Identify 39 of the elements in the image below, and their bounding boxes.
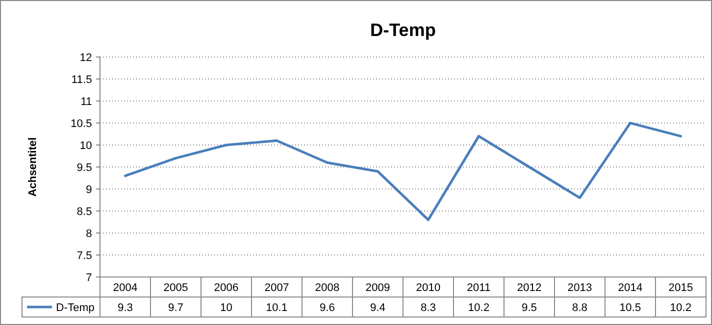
y-tick-label: 11 [80, 96, 92, 108]
y-tick-label: 9.5 [76, 162, 92, 174]
y-axis-title: Achsentitel [27, 137, 39, 197]
data-label: 9.3 [118, 302, 133, 314]
x-tick-label: 2007 [264, 282, 289, 294]
y-tick-label: 7.5 [76, 250, 92, 262]
y-tick-label: 10 [80, 140, 92, 152]
x-tick-label: 2010 [416, 282, 440, 294]
y-tick-label: 9 [86, 184, 92, 196]
data-label: 10.1 [266, 302, 288, 314]
y-tick-label: 7 [86, 272, 92, 284]
x-tick-label: 2012 [517, 282, 542, 294]
y-tick-label: 8 [86, 228, 92, 240]
x-tick-label: 2004 [113, 282, 138, 294]
data-label: 8.8 [572, 302, 588, 314]
line-series [124, 122, 682, 222]
x-tick-label: 2009 [366, 282, 390, 294]
x-tick-label: 2015 [668, 282, 693, 294]
data-label: 10 [220, 302, 232, 314]
x-tick-label: 2014 [618, 282, 642, 294]
y-tick-label: 8.5 [76, 206, 92, 218]
data-label: 9.7 [168, 302, 184, 314]
x-tick-label: 2005 [164, 282, 188, 294]
data-label: 9.5 [522, 302, 537, 314]
data-label: 10.5 [620, 302, 641, 314]
x-tick-label: 2006 [214, 282, 238, 294]
data-label: 10.2 [670, 302, 692, 314]
chart-title: D-Temp [370, 20, 436, 40]
x-tick-label: 2008 [315, 282, 340, 294]
y-tick-label: 10.5 [70, 118, 92, 130]
data-label: 8.3 [420, 302, 436, 314]
x-tick-label: 2013 [568, 282, 592, 294]
legend-label: D-Temp [56, 302, 95, 314]
y-tick-label: 12 [80, 52, 92, 64]
data-label: 9.4 [370, 302, 386, 314]
y-tick-label: 11.5 [71, 74, 92, 86]
x-tick-label: 2011 [466, 282, 491, 294]
data-label: 9.6 [320, 302, 335, 314]
data-label: 10.2 [468, 302, 490, 314]
